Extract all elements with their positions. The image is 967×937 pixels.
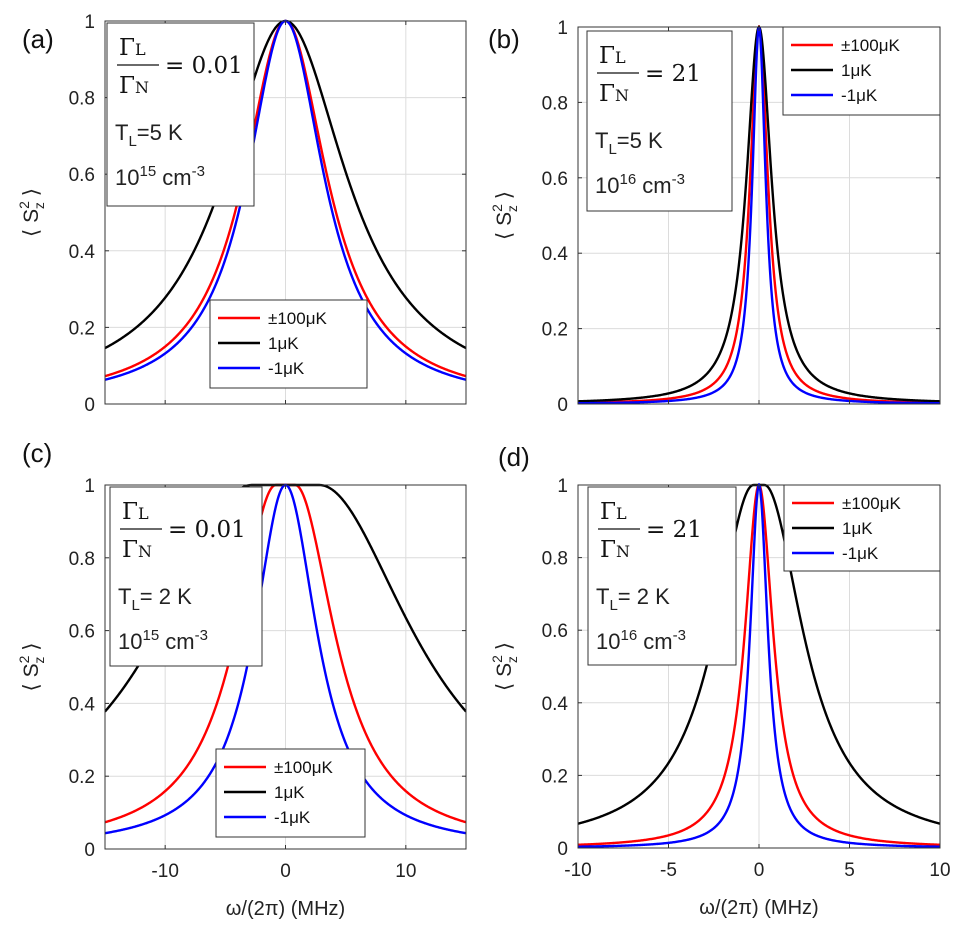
- y-tick-label: 0.2: [542, 766, 568, 787]
- y-axis-label: ⟨ S2z ⟩: [16, 643, 47, 692]
- y-tick-label: 0.4: [69, 694, 96, 715]
- panel-label: (a): [22, 24, 54, 54]
- panel-label: (d): [498, 442, 530, 472]
- x-tick-label: -10: [564, 860, 591, 881]
- legend-entry: -1μK: [274, 808, 311, 827]
- ratio-numerator: ΓL: [122, 499, 149, 525]
- legend-entry: ±100μK: [842, 494, 901, 513]
- x-tick-label: -10: [151, 861, 178, 882]
- y-tick-label: 0.8: [542, 549, 568, 570]
- density-text: 1015 cm-3: [118, 627, 208, 654]
- annotation-frame: [586, 30, 733, 212]
- ratio-numerator: ΓL: [119, 35, 146, 61]
- annotation-box: ΓL ΓN = 21 TL=5 K 1016 cm-3: [586, 30, 733, 212]
- legend-entry: -1μK: [842, 544, 879, 563]
- y-axis-label: ⟨ S2z ⟩: [16, 188, 47, 237]
- x-axis-label: ω/(2π) (MHz): [699, 897, 818, 919]
- panel-b: 0 0.2 0.4 0.6 0.8 1 ⟨ S2z ⟩ (b) ΓL ΓN = 21 TL=5 K 10…: [488, 18, 941, 416]
- y-tick-label: 0.8: [542, 93, 568, 114]
- legend-entry: 1μK: [274, 783, 305, 802]
- ratio-value: = 21: [645, 61, 701, 87]
- panel-label: (b): [488, 24, 520, 54]
- density-text: 1016 cm-3: [596, 627, 686, 654]
- y-axis-label: ⟨ S2z ⟩: [489, 191, 520, 240]
- y-tick-label: 1: [84, 476, 95, 497]
- temperature-text: TL= 2 K: [596, 584, 670, 614]
- ratio-numerator: ΓL: [599, 43, 626, 69]
- y-tick-label: 0: [84, 840, 95, 861]
- density-text: 1015 cm-3: [115, 163, 205, 190]
- x-tick-label: -5: [660, 860, 677, 881]
- ratio-denominator: ΓN: [119, 73, 149, 99]
- x-tick-label: 5: [844, 860, 855, 881]
- ratio-numerator: ΓL: [600, 499, 627, 525]
- legend-entry: 1μK: [268, 334, 299, 353]
- y-axis-label: ⟨ S2z ⟩: [489, 642, 520, 691]
- y-tick-label: 0.8: [69, 89, 95, 110]
- y-tick-label: 0.6: [542, 169, 568, 190]
- y-tick-label: 0.4: [542, 244, 569, 265]
- panel-d: -10 -5 0 5 10 0 0.2 0.4 0.6 0.8 1 ⟨ S2z ⟩ ω/(2π) (MH…: [489, 442, 951, 919]
- ratio-denominator: ΓN: [599, 81, 629, 107]
- y-tick-label: 0: [557, 395, 568, 416]
- y-tick-label: 0.6: [69, 165, 95, 186]
- annotation-box: ΓL ΓN = 0.01 TL= 2 K 1015 cm-3: [109, 486, 263, 667]
- y-tick-label: 1: [84, 12, 95, 33]
- y-tick-label: 0.2: [69, 318, 95, 339]
- y-tick-label: 0: [84, 395, 95, 416]
- annotation-frame: [109, 486, 263, 667]
- x-axis-label: ω/(2π) (MHz): [226, 898, 345, 920]
- legend: ±100μK 1μK -1μK: [215, 748, 366, 838]
- y-tick-label: 1: [557, 476, 568, 497]
- annotation-frame: [587, 486, 737, 666]
- legend-entry: 1μK: [842, 519, 873, 538]
- legend-entry: -1μK: [841, 86, 878, 105]
- x-tick-label: 0: [280, 861, 291, 882]
- ratio-denominator: ΓN: [122, 537, 152, 563]
- ratio-value: = 21: [646, 517, 702, 543]
- x-tick-label: 10: [395, 861, 416, 882]
- x-tick-label: 0: [754, 860, 765, 881]
- density-text: 1016 cm-3: [595, 171, 685, 198]
- annotation-box: ΓL ΓN = 21 TL= 2 K 1016 cm-3: [587, 486, 737, 666]
- temperature-text: TL=5 K: [595, 128, 663, 158]
- y-tick-label: 0.4: [542, 694, 569, 715]
- legend-entry: ±100μK: [274, 758, 333, 777]
- annotation-frame: [106, 22, 255, 207]
- panel-c: -10 0 10 0 0.2 0.4 0.6 0.8 1 ⟨ S2z ⟩ ω/(2π) (MHz) (…: [16, 438, 467, 920]
- legend: ±100μK 1μK -1μK: [783, 484, 941, 572]
- legend-entry: ±100μK: [268, 309, 327, 328]
- y-tick-label: 0.2: [542, 320, 568, 341]
- y-tick-label: 0: [557, 839, 568, 860]
- annotation-box: ΓL ΓN = 0.01 TL=5 K 1015 cm-3: [106, 22, 255, 207]
- panel-a: 0 0.2 0.4 0.6 0.8 1 ⟨ S2z ⟩ (a) ΓL ΓN = 0.01 TL=5 K…: [16, 12, 467, 416]
- ratio-value: = 0.01: [165, 53, 243, 79]
- y-tick-label: 0.8: [69, 549, 95, 570]
- ratio-value: = 0.01: [168, 517, 246, 543]
- panel-label: (c): [22, 438, 52, 468]
- legend-entry: 1μK: [841, 61, 872, 80]
- legend-entry: ±100μK: [841, 36, 900, 55]
- legend: ±100μK 1μK -1μK: [209, 299, 368, 389]
- temperature-text: TL= 2 K: [118, 584, 192, 614]
- y-tick-label: 0.4: [69, 242, 96, 263]
- y-tick-label: 0.2: [69, 767, 95, 788]
- ratio-denominator: ΓN: [600, 537, 630, 563]
- y-tick-label: 1: [557, 18, 568, 39]
- y-tick-label: 0.6: [542, 621, 568, 642]
- temperature-text: TL=5 K: [115, 120, 183, 150]
- y-tick-label: 0.6: [69, 622, 95, 643]
- x-tick-label: 10: [929, 860, 950, 881]
- legend: ±100μK 1μK -1μK: [782, 26, 941, 116]
- legend-entry: -1μK: [268, 359, 305, 378]
